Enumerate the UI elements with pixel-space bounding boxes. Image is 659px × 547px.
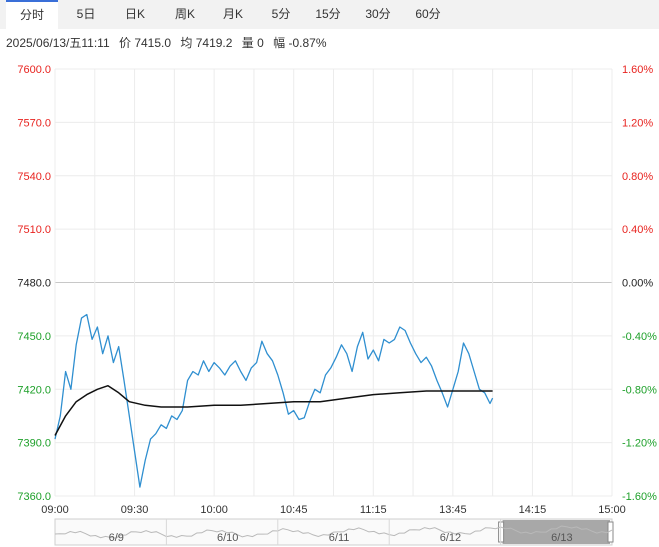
quote-datetime: 2025/06/13/五11:11 <box>6 36 110 50</box>
quote-average: 均 7419.2 <box>180 36 233 50</box>
time-axis-labels: 09:00 09:30 10:00 10:45 11:15 13:45 14:15 15:00 <box>41 504 626 516</box>
period-tab-bar: 分时 5日 日K 周K 月K 5分 15分 30分 60分 <box>0 0 659 29</box>
mini-sparkline <box>54 525 613 539</box>
time-tick-label: 15:00 <box>598 504 626 516</box>
chart-series <box>54 313 494 488</box>
time-tick-label: 10:00 <box>200 504 228 516</box>
quote-volume: 量 0 <box>241 36 264 50</box>
mini-overview-navigator[interactable]: 6/9 6/10 6/11 6/12 6/13 <box>54 518 614 546</box>
percent-axis-labels: 1.60% 1.20% 0.80% 0.40% 0.00% -0.40% -0.80% -1.… <box>622 64 657 503</box>
price-tick-label: 7450.0 <box>17 331 51 343</box>
percent-tick-label: -1.60% <box>622 491 657 503</box>
price-tick-label: 7360.0 <box>17 491 51 503</box>
tab-30min[interactable]: 30分 <box>365 7 391 21</box>
tab-5day[interactable]: 5日 <box>76 7 96 21</box>
tab-5min[interactable]: 5分 <box>271 7 291 21</box>
time-tick-label: 11:15 <box>360 504 387 516</box>
percent-tick-label: 1.20% <box>622 117 653 129</box>
quote-info-line: 2025/06/13/五11:11 价 7415.0 均 7419.2 量 0 … <box>6 34 333 51</box>
price-line <box>54 313 494 488</box>
quote-change: 幅 -0.87% <box>273 36 327 50</box>
mini-day-label: 6/9 <box>109 532 124 544</box>
price-tick-label: 7390.0 <box>17 438 51 450</box>
percent-tick-label: 0.80% <box>622 171 653 183</box>
time-tick-label: 13:45 <box>439 504 467 516</box>
percent-tick-label: 0.00% <box>622 278 653 290</box>
tab-daily-k[interactable]: 日K <box>124 7 145 21</box>
mini-selected-window <box>502 520 610 544</box>
price-tick-label: 7480.0 <box>17 278 51 290</box>
price-tick-label: 7420.0 <box>17 384 51 396</box>
mini-day-label: 6/12 <box>440 532 461 544</box>
percent-tick-label: -0.40% <box>622 331 657 343</box>
price-tick-label: 7600.0 <box>17 64 51 76</box>
quote-price: 价 7415.0 <box>119 36 172 50</box>
percent-tick-label: -0.80% <box>622 384 657 396</box>
price-axis-labels: 7600.0 7570.0 7540.0 7510.0 7480.0 7450.0 7420… <box>17 64 51 503</box>
chart-grid <box>54 68 613 497</box>
time-tick-label: 09:00 <box>41 504 69 516</box>
tab-15min[interactable]: 15分 <box>315 7 341 21</box>
time-tick-label: 14:15 <box>519 504 547 516</box>
tab-weekly-k[interactable]: 周K <box>174 7 195 21</box>
time-tick-label: 10:45 <box>280 504 308 516</box>
percent-tick-label: -1.20% <box>622 438 657 450</box>
price-tick-label: 7510.0 <box>17 224 51 236</box>
mini-day-label: 6/10 <box>217 532 238 544</box>
mini-day-label: 6/11 <box>329 532 350 544</box>
price-tick-label: 7540.0 <box>17 171 51 183</box>
percent-tick-label: 1.60% <box>622 64 653 76</box>
time-tick-label: 09:30 <box>121 504 149 516</box>
tab-monthly-k[interactable]: 月K <box>222 7 243 21</box>
price-tick-label: 7570.0 <box>17 117 51 129</box>
tab-intraday[interactable]: 分时 <box>6 0 58 29</box>
mini-day-label: 6/13 <box>551 532 572 544</box>
percent-tick-label: 0.40% <box>622 224 653 236</box>
tab-60min[interactable]: 60分 <box>415 7 441 21</box>
average-price-line <box>54 384 493 436</box>
